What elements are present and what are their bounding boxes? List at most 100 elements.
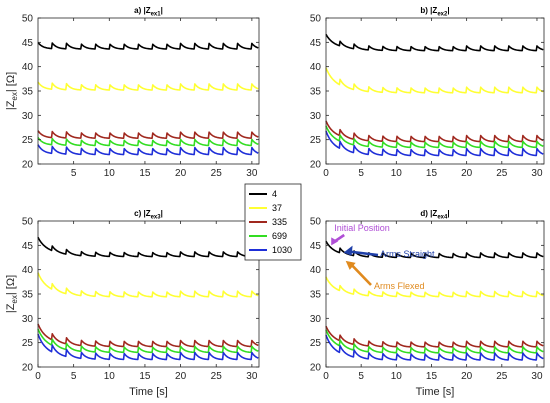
ylabel-end: | [Ω] bbox=[5, 72, 17, 92]
plot-area bbox=[38, 18, 259, 164]
subplot-title: b) |Zex2| bbox=[420, 6, 449, 18]
x-axis-label: Time [s] bbox=[129, 386, 168, 398]
subplot-1: 5 10 15 20 25 30 20 25 30 35 40 45 50 a) |Zex1| |Zex| … bbox=[5, 6, 260, 179]
series-line-699 bbox=[325, 329, 544, 354]
y-tick-label: 35 bbox=[22, 290, 34, 301]
series-line-37 bbox=[37, 81, 259, 91]
subplot-title: d) |Zex4| bbox=[420, 209, 449, 221]
y-tick-label: 30 bbox=[310, 111, 322, 122]
y-tick-label: 35 bbox=[310, 87, 322, 98]
y-tick-label: 20 bbox=[22, 160, 34, 171]
ylabel-sub: ex bbox=[10, 92, 19, 100]
y-tick-label: 30 bbox=[310, 314, 322, 325]
y-tick-label: 45 bbox=[310, 38, 322, 49]
title-end: | bbox=[161, 209, 163, 218]
legend-label: 699 bbox=[272, 231, 287, 241]
x-tick-label: 10 bbox=[391, 371, 403, 382]
x-tick-label: 5 bbox=[358, 371, 364, 382]
arms-flexed-arrow bbox=[350, 264, 372, 286]
title-end: | bbox=[447, 6, 449, 15]
y-tick-label: 50 bbox=[22, 217, 34, 228]
x-tick-label: 25 bbox=[211, 371, 223, 382]
x-tick-label: 15 bbox=[426, 168, 438, 179]
y-tick-label: 50 bbox=[22, 14, 34, 25]
y-tick-label: 40 bbox=[22, 265, 34, 276]
series-line-1030 bbox=[37, 333, 259, 361]
x-tick-label: 5 bbox=[358, 168, 364, 179]
subplot-2: 0 5 10 15 20 25 30 20 25 30 35 40 45 50 b) |Zex2| bbox=[310, 6, 545, 179]
x-tick-label: 25 bbox=[211, 168, 223, 179]
y-tick-label: 35 bbox=[310, 290, 322, 301]
title-sub: ex2 bbox=[437, 12, 448, 18]
x-tick-label: 30 bbox=[531, 168, 543, 179]
title-main: c) |Z bbox=[134, 209, 151, 218]
y-tick-label: 35 bbox=[22, 87, 34, 98]
plot-area bbox=[326, 18, 544, 164]
x-tick-label: 10 bbox=[391, 168, 403, 179]
legend-label: 4 bbox=[272, 189, 277, 199]
y-tick-label: 45 bbox=[22, 241, 34, 252]
series-line-335 bbox=[325, 120, 544, 143]
ylabel-main: |Z bbox=[5, 303, 17, 313]
series-line-37 bbox=[325, 276, 544, 298]
y-tick-label: 25 bbox=[310, 338, 322, 349]
y-tick-label: 50 bbox=[310, 217, 322, 228]
subplot-title: c) |Zex3| bbox=[134, 209, 163, 221]
y-tick-label: 40 bbox=[22, 62, 34, 73]
series-line-335 bbox=[37, 130, 259, 140]
y-tick-label: 40 bbox=[310, 62, 322, 73]
x-tick-label: 25 bbox=[496, 371, 508, 382]
series-line-699 bbox=[37, 328, 259, 354]
x-tick-label: 30 bbox=[246, 168, 258, 179]
x-tick-label: 0 bbox=[35, 371, 41, 382]
ylabel-end: | [Ω] bbox=[5, 275, 17, 295]
x-tick-label: 20 bbox=[175, 371, 187, 382]
x-tick-label: 20 bbox=[461, 168, 473, 179]
y-tick-label: 30 bbox=[22, 314, 34, 325]
x-tick-label: 15 bbox=[139, 371, 151, 382]
x-tick-label: 25 bbox=[496, 168, 508, 179]
title-sub: ex4 bbox=[437, 215, 448, 221]
series-line-4 bbox=[325, 33, 544, 52]
series-line-1030 bbox=[325, 334, 544, 361]
x-tick-label: 0 bbox=[323, 168, 329, 179]
x-tick-label: 0 bbox=[323, 371, 329, 382]
title-end: | bbox=[447, 209, 449, 218]
annotation-arms-straight: Arms Straight bbox=[380, 249, 435, 259]
arms-flexed-arrowhead bbox=[345, 260, 356, 270]
annotation-arms-flexed: Arms Flexed bbox=[374, 281, 425, 291]
annotation-initial-position: Initial Position bbox=[334, 223, 390, 233]
series-line-335 bbox=[37, 323, 259, 348]
arms-straight-arrow bbox=[349, 250, 379, 257]
y-axis-label: |Zex| [Ω] bbox=[5, 72, 19, 110]
legend: 4 37 335 699 1030 bbox=[244, 183, 302, 261]
title-end: | bbox=[161, 6, 163, 15]
x-tick-label: 15 bbox=[426, 371, 438, 382]
y-tick-label: 45 bbox=[310, 241, 322, 252]
y-tick-label: 25 bbox=[22, 135, 34, 146]
y-tick-label: 25 bbox=[22, 338, 34, 349]
x-tick-label: 20 bbox=[175, 168, 187, 179]
ylabel-sub: ex bbox=[10, 295, 19, 303]
series-line-1030 bbox=[37, 144, 259, 156]
title-main: b) |Z bbox=[420, 6, 437, 15]
series-line-1030 bbox=[325, 130, 544, 157]
series-line-699 bbox=[37, 137, 259, 147]
title-sub: ex1 bbox=[151, 12, 162, 18]
legend-label: 37 bbox=[272, 203, 282, 213]
title-main: d) |Z bbox=[420, 209, 437, 218]
y-tick-label: 30 bbox=[22, 111, 34, 122]
x-tick-label: 30 bbox=[246, 371, 258, 382]
subplot-title: a) |Zex1| bbox=[134, 6, 163, 18]
series-line-699 bbox=[325, 125, 544, 149]
series-line-37 bbox=[325, 67, 544, 94]
y-tick-label: 20 bbox=[310, 363, 322, 374]
series-line-4 bbox=[325, 240, 544, 259]
x-tick-label: 5 bbox=[71, 371, 77, 382]
title-main: a) |Z bbox=[134, 6, 151, 15]
legend-label: 335 bbox=[272, 217, 287, 227]
y-tick-label: 50 bbox=[310, 14, 322, 25]
series-line-335 bbox=[325, 325, 544, 348]
